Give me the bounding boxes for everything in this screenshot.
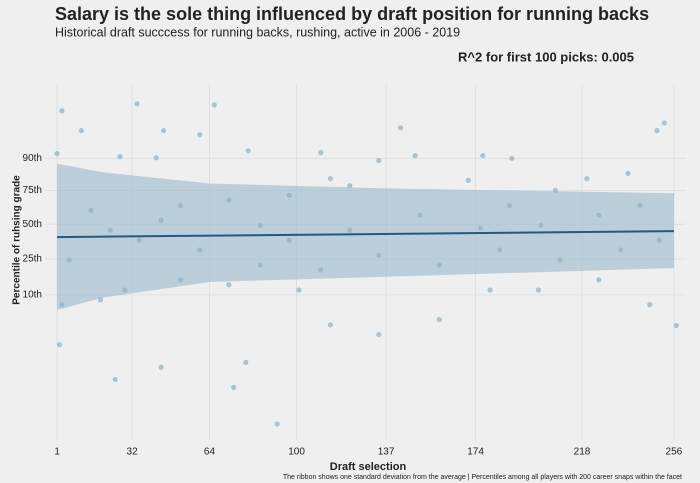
x-tick-label: 218 <box>574 447 591 458</box>
point <box>245 148 251 154</box>
x-tick-label: 256 <box>666 447 683 458</box>
point <box>347 227 353 233</box>
point <box>226 197 232 203</box>
point <box>78 127 84 134</box>
point <box>211 102 217 108</box>
y-tick-label: 50th <box>23 219 42 230</box>
point <box>286 192 292 198</box>
point <box>487 287 493 293</box>
x-tick-label: 32 <box>127 447 139 458</box>
point <box>318 267 324 273</box>
point <box>412 153 418 159</box>
point <box>153 155 159 161</box>
ribbon <box>57 163 674 310</box>
point <box>436 262 442 268</box>
point <box>231 384 237 391</box>
point <box>596 212 602 218</box>
y-tick-label: 75th <box>23 185 42 196</box>
point <box>506 202 513 209</box>
point <box>88 207 94 213</box>
point <box>296 287 302 293</box>
y-tick-label: 90th <box>23 153 42 164</box>
x-tick-label: 174 <box>467 447 484 458</box>
point <box>226 282 232 288</box>
y-tick-label: 10th <box>23 290 42 301</box>
chart-subtitle: Historical draft succcess for running ba… <box>55 25 460 39</box>
point <box>177 202 184 209</box>
point <box>596 277 602 283</box>
x-tick-label: 100 <box>288 447 305 458</box>
point <box>160 127 167 134</box>
point <box>158 364 164 370</box>
point <box>197 247 203 253</box>
point <box>552 187 558 194</box>
point <box>54 150 60 157</box>
point <box>480 153 486 159</box>
x-axis-label: Draft selection <box>330 461 407 473</box>
caption: The ribbon shows one standard deviation … <box>283 474 682 481</box>
point <box>376 252 382 258</box>
point <box>656 237 662 243</box>
point <box>59 302 65 308</box>
point <box>535 287 542 293</box>
point <box>197 132 203 138</box>
point <box>538 222 544 228</box>
point <box>436 316 442 323</box>
point <box>98 297 104 303</box>
point <box>347 182 353 189</box>
point <box>647 302 653 308</box>
point <box>477 225 483 231</box>
point <box>661 120 667 126</box>
point <box>497 247 503 253</box>
point <box>376 157 382 164</box>
fit-line <box>57 230 674 239</box>
point <box>397 125 404 131</box>
point <box>673 322 679 329</box>
point <box>654 127 660 134</box>
point <box>625 170 631 177</box>
point <box>56 342 63 348</box>
point <box>618 247 624 253</box>
point <box>557 257 563 263</box>
point <box>257 222 263 228</box>
point <box>327 176 334 182</box>
point <box>376 331 382 338</box>
point <box>637 202 643 209</box>
point <box>509 155 515 162</box>
point <box>286 237 292 243</box>
point <box>177 277 184 283</box>
y-tick-label: 25th <box>23 254 42 265</box>
point <box>257 262 263 268</box>
x-tick-label: 1 <box>54 447 60 458</box>
point <box>584 176 590 182</box>
point <box>318 149 324 156</box>
annotation: R^2 for first 100 picks: 0.005 <box>458 49 634 64</box>
point <box>243 359 249 365</box>
x-tick-label: 64 <box>204 447 216 458</box>
point <box>327 322 334 328</box>
chart-title: Salary is the sole thing influenced by d… <box>55 4 649 24</box>
point <box>274 421 280 427</box>
point <box>465 177 471 183</box>
point <box>112 376 118 383</box>
point <box>107 227 113 233</box>
point <box>59 108 65 114</box>
point <box>134 101 140 107</box>
point <box>158 217 164 223</box>
y-axis-label: Percentile of ruhsing grade <box>12 175 23 305</box>
x-tick-label: 137 <box>378 447 395 458</box>
point <box>66 257 72 263</box>
point <box>417 212 423 218</box>
point <box>122 287 128 293</box>
point <box>117 154 123 160</box>
point <box>136 237 142 243</box>
